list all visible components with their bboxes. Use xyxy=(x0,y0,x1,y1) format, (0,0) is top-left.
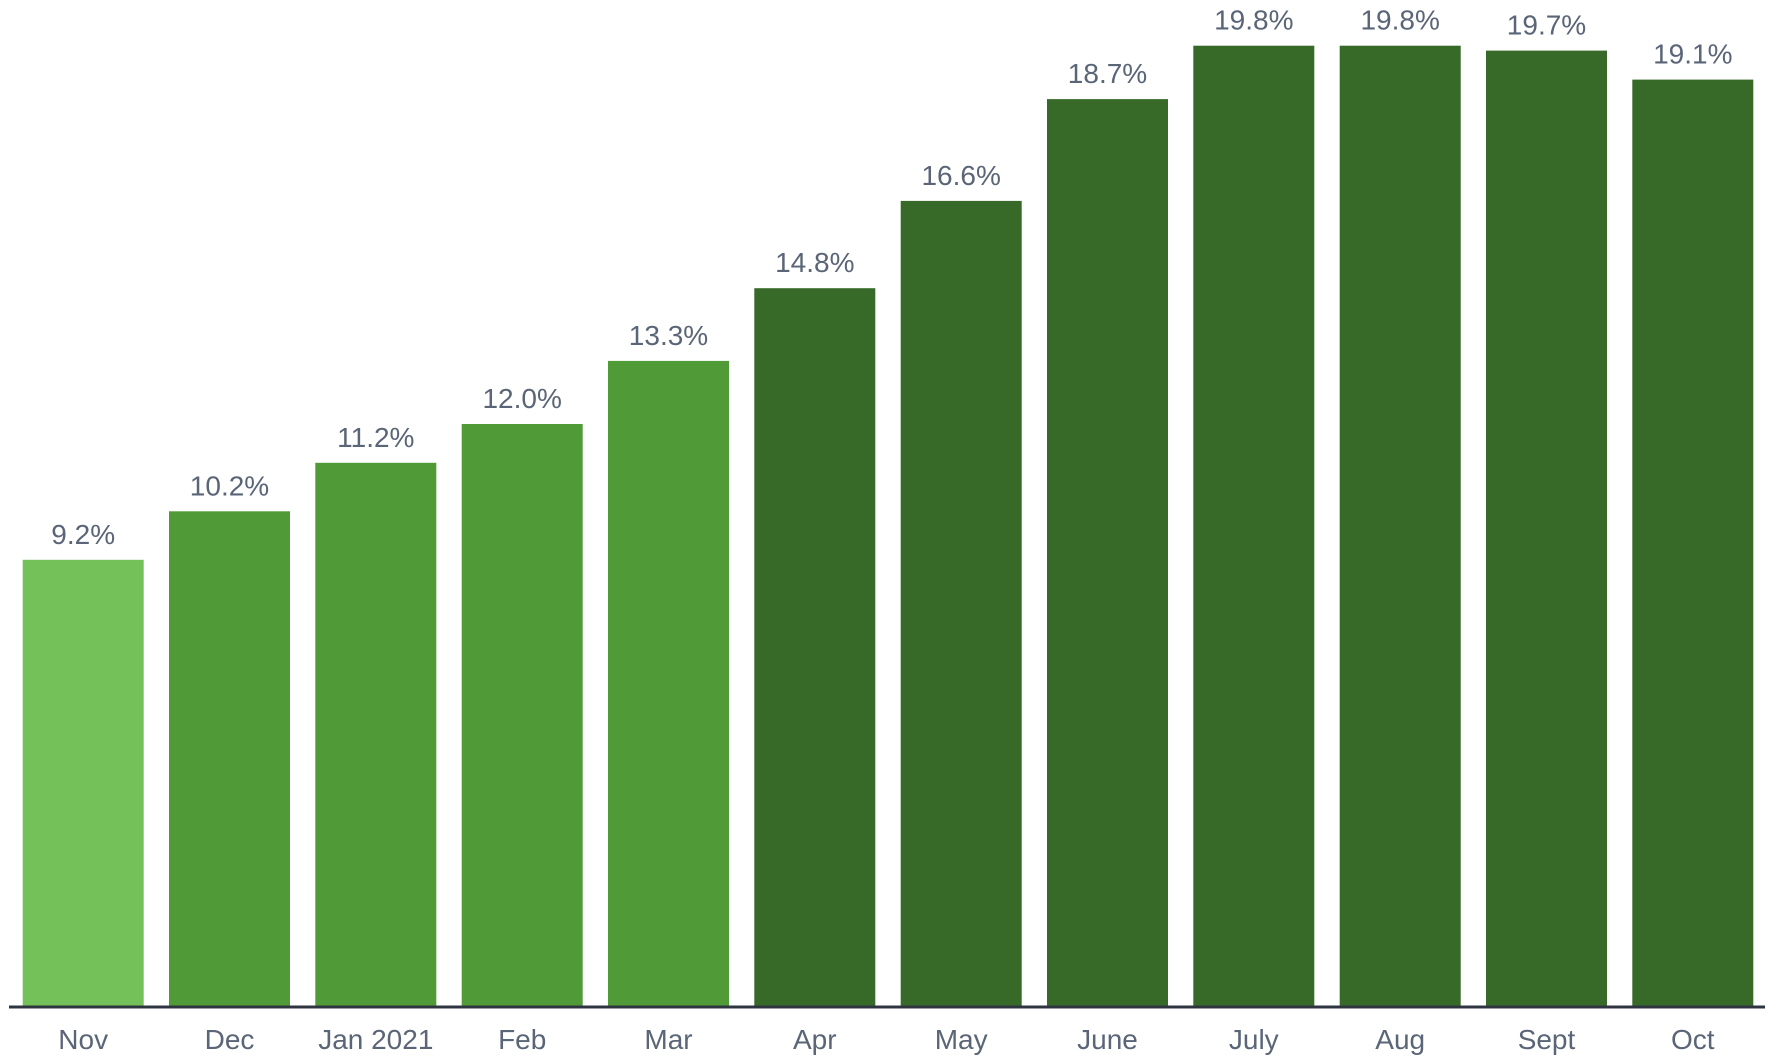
x-tick-label: Oct xyxy=(1671,1024,1715,1055)
x-tick-label: Mar xyxy=(644,1024,692,1055)
x-tick-label: Nov xyxy=(58,1024,108,1055)
bars-group xyxy=(23,46,1754,1006)
x-tick-label: Aug xyxy=(1375,1024,1425,1055)
bar-june xyxy=(1047,99,1168,1006)
x-tick-label: June xyxy=(1077,1024,1138,1055)
value-label: 19.7% xyxy=(1507,10,1586,41)
x-tick-label: Dec xyxy=(205,1024,255,1055)
bar-jan-2021 xyxy=(315,463,436,1006)
bar-mar xyxy=(608,361,729,1006)
bar-aug xyxy=(1340,46,1461,1006)
x-tick-labels: Nov Dec Jan 2021 Feb Mar Apr May June July Aug Sep… xyxy=(58,1024,1714,1055)
x-tick-label: Jan 2021 xyxy=(318,1024,433,1055)
bar-feb xyxy=(462,424,583,1006)
value-label: 9.2% xyxy=(51,519,115,550)
value-label: 19.1% xyxy=(1653,39,1732,70)
value-label: 10.2% xyxy=(190,470,269,501)
value-label: 19.8% xyxy=(1214,5,1293,36)
bar-july xyxy=(1193,46,1314,1006)
bar-apr xyxy=(754,288,875,1006)
x-tick-label: Sept xyxy=(1518,1024,1576,1055)
bar-sept xyxy=(1486,51,1607,1006)
bar-nov xyxy=(23,560,144,1006)
x-tick-label: July xyxy=(1229,1024,1279,1055)
x-tick-label: May xyxy=(935,1024,988,1055)
value-label: 19.8% xyxy=(1360,5,1439,36)
value-label: 11.2% xyxy=(337,422,414,453)
x-tick-label: Apr xyxy=(793,1024,837,1055)
value-label: 16.6% xyxy=(921,160,1000,191)
value-label: 18.7% xyxy=(1068,58,1147,89)
value-labels-group: 9.2% 10.2% 11.2% 12.0% 13.3% 14.8% 16.6% 18.7% 1… xyxy=(51,5,1732,550)
bar-dec xyxy=(169,511,290,1006)
value-label: 12.0% xyxy=(482,383,561,414)
value-label: 13.3% xyxy=(629,320,708,351)
bar-oct xyxy=(1632,80,1753,1006)
x-tick-label: Feb xyxy=(498,1024,546,1055)
bar-may xyxy=(901,201,1022,1006)
value-label: 14.8% xyxy=(775,247,854,278)
